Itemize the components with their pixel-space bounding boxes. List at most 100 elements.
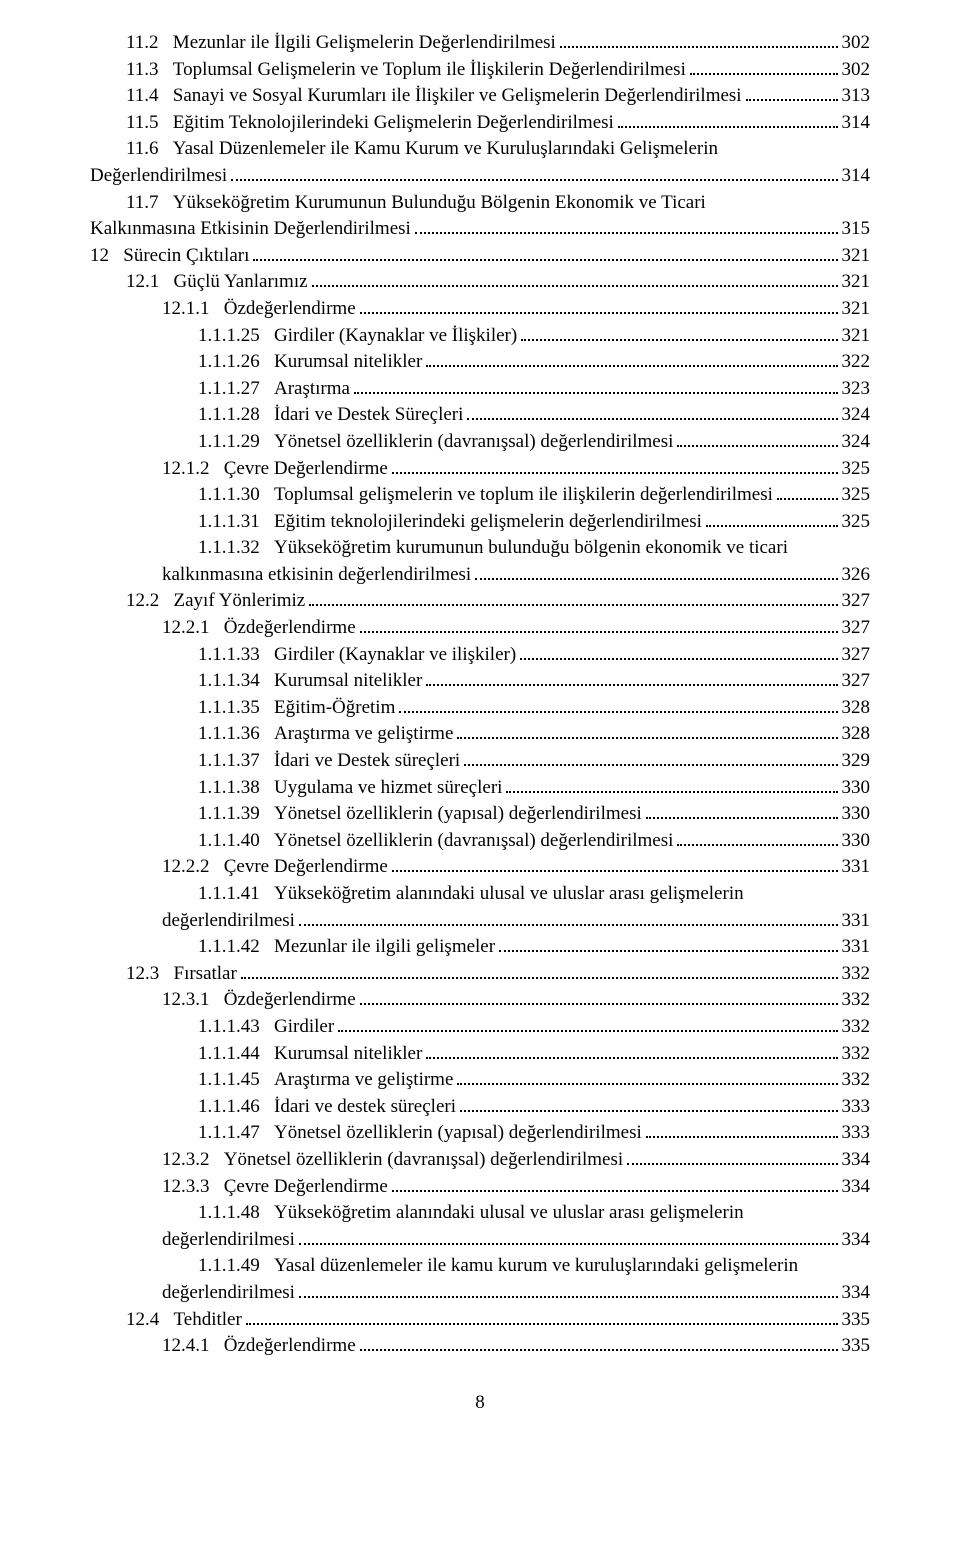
toc-entry-label: 12.3.3 Çevre Değerlendirme: [162, 1174, 388, 1201]
toc-entry-label: 12.1.2 Çevre Değerlendirme: [162, 456, 388, 483]
toc-entry-label: 1.1.1.35 Eğitim-Öğretim: [198, 695, 395, 722]
toc-entry: 11.5 Eğitim Teknolojilerindeki Gelişmele…: [90, 110, 870, 137]
toc-entry-page: 333: [842, 1094, 871, 1121]
toc-entry-label: Değerlendirilmesi: [90, 163, 227, 190]
toc-entry-page: 302: [842, 30, 871, 57]
toc-leader-dots: [426, 351, 837, 367]
toc-entry-continued: kalkınmasına etkisinin değerlendirilmesi…: [90, 562, 870, 589]
toc-leader-dots: [392, 1175, 838, 1191]
toc-leader-dots: [299, 1228, 838, 1244]
toc-entry-label: 12 Sürecin Çıktıları: [90, 243, 249, 270]
toc-entry-label: 1.1.1.25 Girdiler (Kaynaklar ve İlişkile…: [198, 323, 517, 350]
toc-entry-label: 11.7 Yükseköğretim Kurumunun Bulunduğu B…: [126, 190, 706, 217]
toc-entry: 12.4.1 Özdeğerlendirme 335: [90, 1333, 870, 1360]
toc-entry-label: 12.2.2 Çevre Değerlendirme: [162, 854, 388, 881]
page-number: 8: [90, 1390, 870, 1417]
toc-entry-label: 1.1.1.45 Araştırma ve geliştirme: [198, 1067, 453, 1094]
toc-leader-dots: [746, 85, 838, 101]
toc-entry: 1.1.1.36 Araştırma ve geliştirme 328: [90, 721, 870, 748]
toc-entry-label: değerlendirilmesi: [162, 1280, 295, 1307]
toc-entry-page: 334: [842, 1147, 871, 1174]
toc-entry-label: değerlendirilmesi: [162, 1227, 295, 1254]
toc-leader-dots: [627, 1149, 837, 1165]
toc-leader-dots: [677, 830, 837, 846]
toc-leader-dots: [338, 1016, 837, 1032]
toc-entry: 12.3 Fırsatlar 332: [90, 961, 870, 988]
toc-entry: 1.1.1.46 İdari ve destek süreçleri 333: [90, 1094, 870, 1121]
toc-leader-dots: [426, 670, 837, 686]
toc-entry-label: 11.3 Toplumsal Gelişmelerin ve Toplum il…: [126, 57, 686, 84]
toc-entry: 1.1.1.28 İdari ve Destek Süreçleri 324: [90, 402, 870, 429]
toc-entry-label: 12.2.1 Özdeğerlendirme: [162, 615, 356, 642]
toc-entry: 11.3 Toplumsal Gelişmelerin ve Toplum il…: [90, 57, 870, 84]
toc-leader-dots: [520, 643, 837, 659]
toc-entry-label: 11.6 Yasal Düzenlemeler ile Kamu Kurum v…: [126, 136, 718, 163]
toc-entry: 12.4 Tehditler 335: [90, 1307, 870, 1334]
toc-entry: 1.1.1.41 Yükseköğretim alanındaki ulusal…: [90, 881, 870, 908]
toc-entry: 12.3.2 Yönetsel özelliklerin (davranışsa…: [90, 1147, 870, 1174]
toc-entry-page: 313: [842, 83, 871, 110]
toc-entry-page: 333: [842, 1120, 871, 1147]
toc-entry: 1.1.1.25 Girdiler (Kaynaklar ve İlişkile…: [90, 323, 870, 350]
toc-entry: 12.2 Zayıf Yönlerimiz 327: [90, 588, 870, 615]
toc-entry-continued: değerlendirilmesi 334: [90, 1227, 870, 1254]
toc-entry-page: 334: [842, 1280, 871, 1307]
toc-entry-page: 324: [842, 402, 871, 429]
toc-entry-page: 321: [842, 296, 871, 323]
toc-entry-page: 332: [842, 1014, 871, 1041]
toc-leader-dots: [360, 617, 838, 633]
toc-leader-dots: [415, 218, 838, 234]
toc-entry-page: 322: [842, 349, 871, 376]
toc-entry-label: 1.1.1.42 Mezunlar ile ilgili gelişmeler: [198, 934, 495, 961]
toc-entry-page: 328: [842, 721, 871, 748]
toc-entry: 1.1.1.29 Yönetsel özelliklerin (davranış…: [90, 429, 870, 456]
toc-entry-page: 325: [842, 456, 871, 483]
toc-entry-page: 314: [842, 163, 871, 190]
toc-entry: 1.1.1.30 Toplumsal gelişmelerin ve toplu…: [90, 482, 870, 509]
toc-leader-dots: [560, 32, 838, 48]
toc-entry: 1.1.1.38 Uygulama ve hizmet süreçleri 33…: [90, 775, 870, 802]
toc-entry-page: 332: [842, 987, 871, 1014]
toc-entry-label: 1.1.1.34 Kurumsal nitelikler: [198, 668, 422, 695]
toc-leader-dots: [312, 271, 838, 287]
toc-entry-label: 1.1.1.38 Uygulama ve hizmet süreçleri: [198, 775, 502, 802]
toc-entry-page: 331: [842, 908, 871, 935]
toc-entry-page: 329: [842, 748, 871, 775]
toc-entry-label: 12.1.1 Özdeğerlendirme: [162, 296, 356, 323]
toc-leader-dots: [253, 245, 837, 261]
toc-entry: 1.1.1.37 İdari ve Destek süreçleri 329: [90, 748, 870, 775]
toc-entry-label: 1.1.1.43 Girdiler: [198, 1014, 334, 1041]
toc-entry: 12.3.1 Özdeğerlendirme 332: [90, 987, 870, 1014]
toc-entry-label: 12.1 Güçlü Yanlarımız: [126, 269, 308, 296]
toc-leader-dots: [646, 1122, 838, 1138]
toc-leader-dots: [506, 776, 837, 792]
toc-entry-page: 321: [842, 269, 871, 296]
toc-entry-label: 1.1.1.26 Kurumsal nitelikler: [198, 349, 422, 376]
toc-entry: 1.1.1.47 Yönetsel özelliklerin (yapısal)…: [90, 1120, 870, 1147]
toc-page: 11.2 Mezunlar ile İlgili Gelişmelerin De…: [0, 0, 960, 1456]
toc-entry-label: 1.1.1.31 Eğitim teknolojilerindeki geliş…: [198, 509, 702, 536]
toc-entry-page: 332: [842, 1041, 871, 1068]
toc-entry-label: değerlendirilmesi: [162, 908, 295, 935]
toc-leader-dots: [460, 1096, 838, 1112]
toc-entry-page: 327: [842, 642, 871, 669]
toc-entry-page: 323: [842, 376, 871, 403]
toc-list: 11.2 Mezunlar ile İlgili Gelişmelerin De…: [90, 30, 870, 1360]
toc-entry-page: 321: [842, 243, 871, 270]
toc-leader-dots: [399, 697, 837, 713]
toc-entry: 1.1.1.35 Eğitim-Öğretim 328: [90, 695, 870, 722]
toc-entry: 1.1.1.39 Yönetsel özelliklerin (yapısal)…: [90, 801, 870, 828]
toc-leader-dots: [521, 324, 837, 340]
toc-leader-dots: [241, 963, 838, 979]
toc-entry-page: 324: [842, 429, 871, 456]
toc-leader-dots: [475, 564, 837, 580]
toc-leader-dots: [464, 750, 837, 766]
toc-entry-page: 332: [842, 1067, 871, 1094]
toc-entry-label: 11.2 Mezunlar ile İlgili Gelişmelerin De…: [126, 30, 556, 57]
toc-leader-dots: [299, 1282, 838, 1298]
toc-entry: 1.1.1.32 Yükseköğretim kurumunun bulundu…: [90, 535, 870, 562]
toc-entry-page: 314: [842, 110, 871, 137]
toc-leader-dots: [309, 590, 837, 606]
toc-entry: 12.1.1 Özdeğerlendirme 321: [90, 296, 870, 323]
toc-entry-label: 1.1.1.39 Yönetsel özelliklerin (yapısal)…: [198, 801, 642, 828]
